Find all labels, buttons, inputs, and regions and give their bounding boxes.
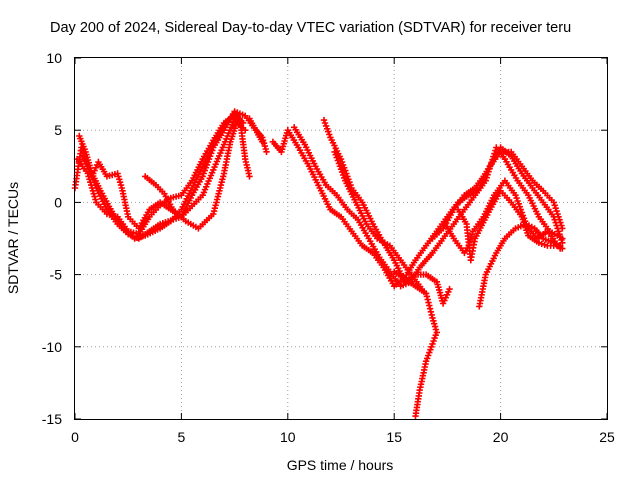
plot-frame <box>74 57 608 420</box>
x-axis-label: GPS time / hours <box>287 457 394 473</box>
series-track-6 <box>246 115 270 156</box>
y-tick-label: 5 <box>54 122 62 138</box>
x-tick-label: 15 <box>386 429 402 445</box>
data-markers <box>391 268 440 420</box>
data-markers <box>142 119 240 232</box>
series-track-10 <box>331 148 426 293</box>
series-track-5 <box>142 119 240 232</box>
y-tick-label: -15 <box>42 411 62 427</box>
marks-layer <box>71 108 566 420</box>
y-tick-label: -5 <box>50 267 63 283</box>
x-tick-label: 10 <box>280 429 296 445</box>
x-tick-label: 25 <box>599 429 615 445</box>
chart-title: Day 200 of 2024, Sidereal Day-to-day VTE… <box>50 20 571 36</box>
series-track-11 <box>391 268 440 420</box>
series-track-12 <box>429 144 566 247</box>
data-markers <box>454 187 564 264</box>
ticks-layer: 0 5 10 15 20 25 10 5 0 -5 -10 -15 <box>42 50 615 445</box>
x-tick-label: 5 <box>178 429 186 445</box>
y-tick-label: -10 <box>42 339 62 355</box>
data-markers <box>73 112 253 238</box>
y-axis-label: SDTVAR / TECUs <box>5 182 21 294</box>
data-markers <box>429 144 566 247</box>
grid-layer <box>75 58 607 419</box>
series-track-15 <box>454 187 564 264</box>
series-track-3 <box>73 112 253 238</box>
x-tick-label: 0 <box>71 429 79 445</box>
data-markers <box>331 148 426 293</box>
y-tick-label: 10 <box>46 50 62 66</box>
x-tick-label: 20 <box>493 429 509 445</box>
y-tick-label: 0 <box>54 194 62 210</box>
data-markers <box>246 115 270 156</box>
